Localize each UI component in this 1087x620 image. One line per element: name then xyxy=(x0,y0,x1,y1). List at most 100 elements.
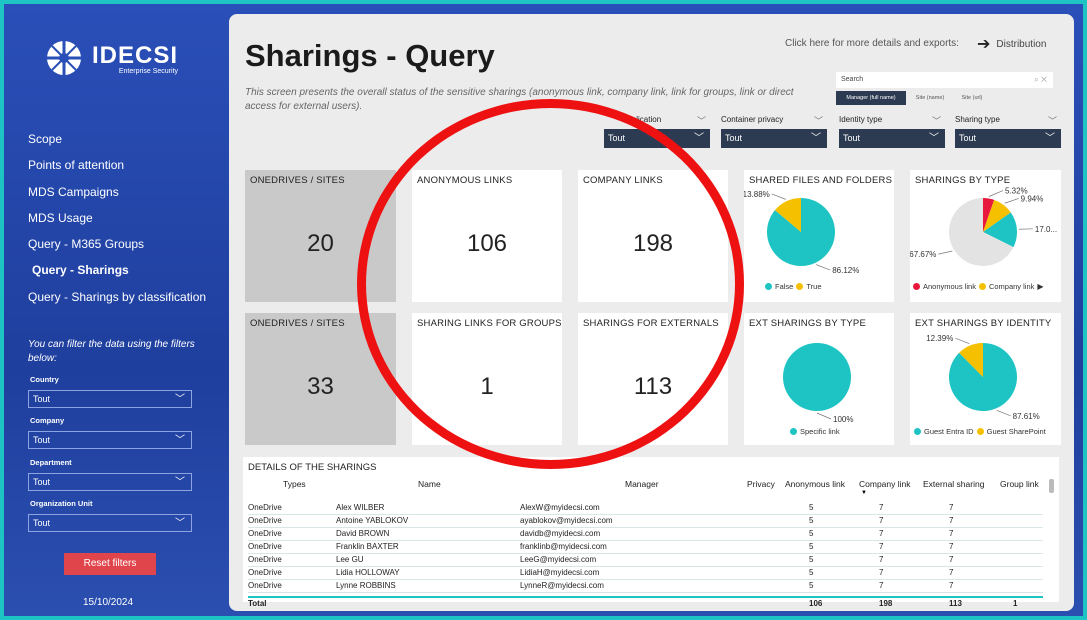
table-scrollbar[interactable] xyxy=(1049,479,1054,493)
slicer-application[interactable]: Application ﹀ Tout ﹀ xyxy=(604,115,710,148)
pie-slice-0[interactable] xyxy=(783,343,851,411)
sort-descending-icon: ▼ xyxy=(861,490,867,496)
search-option-manager[interactable]: Manager (full name) xyxy=(836,91,906,105)
nav-item-query-sharings[interactable]: Query - Sharings xyxy=(32,263,129,278)
chart-ext-sharings-by-type: EXT SHARINGS BY TYPE 100% Specific link xyxy=(744,313,894,445)
department-select[interactable]: Tout ﹀ xyxy=(28,473,192,491)
slicer-sharing-type[interactable]: Sharing type ﹀ Tout ﹀ xyxy=(955,115,1061,148)
slicer-value: Tout xyxy=(725,133,743,143)
page-description: This screen presents the overall status … xyxy=(245,87,794,112)
brand-subtitle: Enterprise Security xyxy=(118,67,179,75)
legend-dot xyxy=(913,283,920,290)
organization-unit-select[interactable]: Tout ﹀ xyxy=(28,514,192,532)
pie-slice-1[interactable] xyxy=(774,198,801,232)
cell-company-link: 7 xyxy=(879,529,884,538)
chart-title: SHARINGS BY TYPE xyxy=(915,175,1011,186)
kpi-card-company-links: COMPANY LINKS 198 xyxy=(578,170,728,302)
legend-dot xyxy=(978,283,986,290)
cell-type: OneDrive xyxy=(248,529,282,538)
cell-name: David BROWN xyxy=(336,529,390,538)
column-header-name[interactable]: Name xyxy=(418,479,441,489)
slicer-label: Application xyxy=(622,115,662,124)
table-row[interactable]: OneDrive Lidia HOLLOWAY LidiaH@myidecsi.co… xyxy=(248,567,1043,580)
column-header-group-link[interactable]: Group link xyxy=(1000,479,1039,489)
cell-anonymous-link: 5 xyxy=(809,555,814,564)
cell-company-link: 7 xyxy=(879,555,884,564)
nav-item-mds-usage[interactable]: MDS Usage xyxy=(28,210,93,225)
legend-dot xyxy=(790,428,797,435)
nav-item-points-of-attention[interactable]: Points of attention xyxy=(28,158,125,173)
pie-leader-line xyxy=(938,250,953,255)
search-option-site-name[interactable]: Site (name) xyxy=(915,95,945,101)
chevron-down-icon: ﹀ xyxy=(694,133,704,144)
cell-external-sharing: 7 xyxy=(949,542,954,551)
nav-item-scope[interactable]: Scope xyxy=(28,132,63,146)
pie-data-label: 13.88% xyxy=(744,190,770,199)
nav-item-mds-campaigns[interactable]: MDS Campaigns xyxy=(28,184,119,199)
organization-unit-select-value: Tout xyxy=(33,518,51,528)
pie-slice-3[interactable] xyxy=(949,198,1014,266)
table-row[interactable]: OneDrive Antoine YABLOKOV ayablokov@myidec… xyxy=(248,515,1043,528)
cell-type: OneDrive xyxy=(248,503,282,512)
table-row[interactable]: OneDrive Franklin BAXTER franklinb@myidecs… xyxy=(248,541,1043,554)
cell-company-link: 7 xyxy=(879,581,884,590)
pie-leader-line xyxy=(955,337,970,345)
legend-item: Company link xyxy=(988,282,1035,291)
search-input[interactable]: Search ⌕ ✕ xyxy=(836,72,1053,88)
cell-name: Antoine YABLOKOV xyxy=(336,516,409,525)
reset-filters-button[interactable]: Reset filters xyxy=(64,553,156,575)
pie-slice-2[interactable] xyxy=(983,212,1017,248)
table-row[interactable]: OneDrive Alex WILBER AlexW@myidecsi.com 5 7 7 xyxy=(248,502,1043,515)
table-title: DETAILS OF THE SHARINGS xyxy=(248,462,377,473)
chart-legend: Guest Entra ID Guest SharePoint xyxy=(911,427,1046,436)
distribution-link[interactable]: ➔ Distribution xyxy=(977,34,1046,54)
filter-label-company: Company xyxy=(30,416,65,425)
sidebar: IDECSI Enterprise Security Scope Points … xyxy=(4,4,224,616)
pie-slice-0[interactable] xyxy=(983,198,995,232)
sharings-table: DETAILS OF THE SHARINGS Types Name Manag… xyxy=(243,457,1059,608)
nav-item-query-m365-groups[interactable]: Query - M365 Groups xyxy=(28,237,145,252)
brand-logo: IDECSI Enterprise Security xyxy=(44,38,178,78)
column-header-external-sharing[interactable]: External sharing xyxy=(923,479,985,489)
legend-next-icon[interactable]: ▶ xyxy=(1037,282,1044,291)
table-row[interactable]: OneDrive Lynne ROBBINS LynneR@myidecsi.com… xyxy=(248,580,1043,593)
kpi-value: 1 xyxy=(480,373,494,400)
chevron-down-icon: ﹀ xyxy=(1045,133,1055,144)
column-header-privacy[interactable]: Privacy xyxy=(747,479,775,489)
cell-external-sharing: 7 xyxy=(949,581,954,590)
slicer-container-privacy[interactable]: Container privacy ﹀ Tout ﹀ xyxy=(721,115,827,148)
chart-title: EXT SHARINGS BY IDENTITY xyxy=(915,318,1052,329)
kpi-title: ANONYMOUS LINKS xyxy=(417,175,513,186)
total-cell-anonymous-link: 106 xyxy=(809,599,823,608)
company-select-value: Tout xyxy=(33,435,51,445)
pie-slice-1[interactable] xyxy=(983,199,1011,232)
total-cell-type: Total xyxy=(248,599,267,608)
cell-name: Lynne ROBBINS xyxy=(336,581,396,590)
filter-note: You can filter the data using the filter… xyxy=(28,339,195,364)
legend-dot xyxy=(796,283,804,290)
slicer-identity-type[interactable]: Identity type ﹀ Tout ﹀ xyxy=(839,115,945,148)
kpi-title: ONEDRIVES / SITES xyxy=(250,175,345,186)
slicer-value: Tout xyxy=(959,133,977,143)
table-total-row: Total 106 198 113 1 xyxy=(248,596,1043,609)
chevron-down-icon: ﹀ xyxy=(1047,116,1057,126)
cell-manager: LeeG@myidecsi.com xyxy=(520,555,597,564)
country-select[interactable]: Tout ﹀ xyxy=(28,390,192,408)
column-header-types[interactable]: Types xyxy=(283,479,306,489)
pie-svg: 86.12% 13.88% xyxy=(744,190,859,275)
cell-external-sharing: 7 xyxy=(949,516,954,525)
table-row[interactable]: OneDrive David BROWN davidb@myidecsi.com 5 7… xyxy=(248,528,1043,541)
column-header-manager[interactable]: Manager xyxy=(625,479,659,489)
search-option-site-url[interactable]: Site (url) xyxy=(961,95,983,101)
kpi-card-onedrives-sites: ONEDRIVES / SITES 20 xyxy=(245,170,396,302)
pie-slice-1[interactable] xyxy=(959,343,983,377)
column-header-company-link[interactable]: Company link xyxy=(859,479,911,489)
cell-type: OneDrive xyxy=(248,555,282,564)
cell-company-link: 7 xyxy=(879,516,884,525)
table-row[interactable]: OneDrive Lee GU LeeG@myidecsi.com 5 7 7 xyxy=(248,554,1043,567)
nav-item-query-sharings-classification[interactable]: Query - Sharings by classification xyxy=(28,289,207,304)
report-date: 15/10/2024 xyxy=(83,597,134,608)
column-header-anonymous-link[interactable]: Anonymous link xyxy=(785,479,846,489)
legend-item: False xyxy=(775,282,794,291)
company-select[interactable]: Tout ﹀ xyxy=(28,431,192,449)
